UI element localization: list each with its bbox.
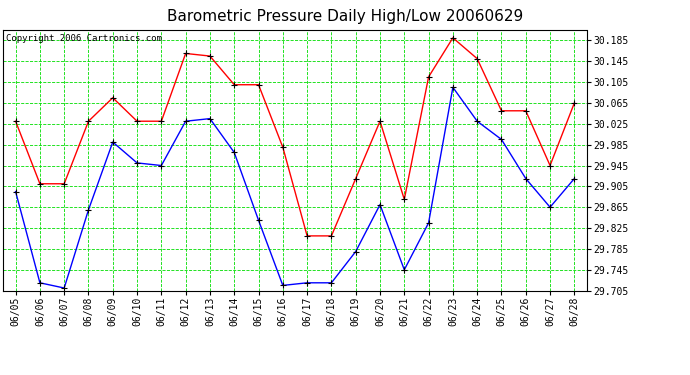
Text: Barometric Pressure Daily High/Low 20060629: Barometric Pressure Daily High/Low 20060… [167,9,523,24]
Text: Copyright 2006 Cartronics.com: Copyright 2006 Cartronics.com [6,34,162,43]
